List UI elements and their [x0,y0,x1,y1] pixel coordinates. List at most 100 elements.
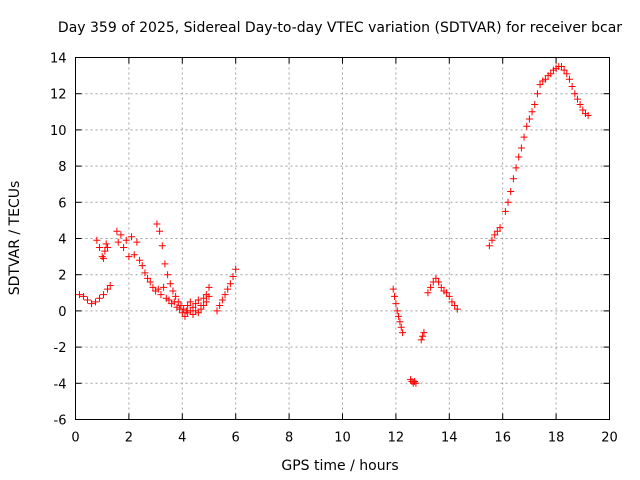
data-point [448,298,456,306]
data-point [130,251,138,259]
data-point [531,101,539,109]
data-point [568,82,576,90]
data-point [435,278,443,286]
data-point [120,244,128,252]
data-point [571,90,579,98]
data-point [205,283,213,291]
data-point [525,115,533,123]
data-point [512,164,520,172]
data-point [96,244,104,252]
data-point [392,300,400,308]
data-point [194,296,202,304]
data-point [141,269,149,277]
y-tick-label: 12 [50,88,67,103]
data-point [149,283,157,291]
data-point [395,312,403,320]
data-point [491,231,499,239]
data-point [186,298,194,306]
data-point [496,224,504,232]
data-point [517,144,525,152]
data-point [485,242,493,250]
x-tick-label: 12 [388,431,405,446]
data-point [157,291,165,299]
data-point [229,273,237,281]
data-point [443,289,451,297]
x-axis-label: GPS time / hours [281,458,398,474]
data-point [584,111,592,119]
data-point [419,332,427,340]
y-tick-label: -2 [54,341,67,356]
data-point [493,227,501,235]
x-tick-label: 14 [441,431,458,446]
y-tick-label: -4 [54,377,67,392]
data-point [181,312,189,320]
x-tick-label: 18 [548,431,565,446]
data-point [200,294,208,302]
data-point [138,262,146,270]
y-tick-label: 10 [50,124,67,139]
data-point [391,292,399,300]
data-point [106,282,114,290]
data-point [528,108,536,116]
data-point [420,329,428,337]
data-point [213,307,221,315]
data-point [189,303,197,311]
y-tick-label: 2 [58,269,66,284]
data-point [192,300,200,308]
data-point [170,298,178,306]
data-point [136,256,144,264]
data-point [399,329,407,337]
data-point [154,285,162,293]
data-point [445,292,453,300]
data-point [232,265,240,273]
data-point [144,274,152,282]
data-point [176,305,184,313]
axis-ticks: 0 2 4 6 8 10 12 14 16 18 20 -6 -4 -2 0 2 4 6 8 10 12 14 [50,52,618,446]
data-point [184,301,192,309]
data-point [396,318,404,326]
data-point [533,90,541,98]
data-point [488,236,496,244]
data-point [417,336,425,344]
data-point [80,292,88,300]
data-point [507,187,515,195]
data-point [164,271,172,279]
y-tick-label: 8 [58,160,66,175]
data-point [393,307,401,315]
data-point [563,70,571,78]
data-point [427,283,435,291]
data-point [216,301,224,309]
x-tick-label: 10 [334,431,351,446]
x-tick-label: 16 [494,431,511,446]
data-point [453,305,461,313]
plot-frame [75,57,610,420]
y-tick-label: 4 [58,233,66,248]
data-point [172,292,180,300]
data-point [122,236,130,244]
data-point [573,95,581,103]
data-point [153,220,161,228]
data-point [557,63,565,71]
y-tick-label: 14 [50,52,67,67]
data-point [100,254,108,262]
data-point [424,289,432,297]
data-point [125,253,133,261]
data-point [541,75,549,83]
data-point [509,175,517,183]
data-point [93,236,101,244]
data-point [158,242,166,250]
grid [75,57,610,420]
data-point [515,153,523,161]
data-point [128,233,136,241]
y-axis-label: SDTVAR / TECUs [7,181,23,296]
data-points [76,63,592,387]
data-point [504,198,512,206]
chart-title: Day 359 of 2025, Sidereal Day-to-day VTE… [58,20,622,36]
data-point [92,298,100,306]
data-point [161,260,169,268]
y-tick-label: 0 [58,305,66,320]
data-point [576,101,584,109]
x-tick-label: 2 [125,431,133,446]
data-point [104,244,112,252]
